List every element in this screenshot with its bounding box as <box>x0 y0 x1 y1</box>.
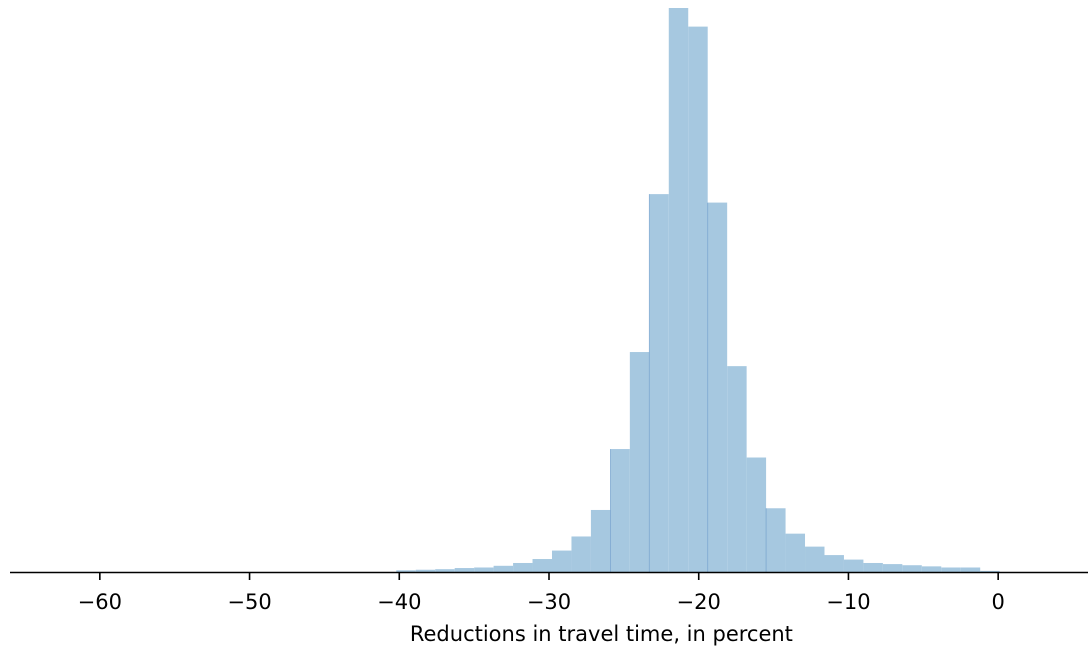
histogram-bar <box>668 8 689 572</box>
histogram-bar <box>590 509 611 572</box>
histogram-bar <box>454 568 475 572</box>
histogram-bar <box>863 562 883 572</box>
histogram-bar <box>396 570 416 572</box>
histogram-bar <box>532 559 552 572</box>
histogram-bar <box>941 567 961 572</box>
histogram-bar <box>571 536 591 572</box>
histogram-bar <box>415 569 436 572</box>
x-tick-label: −10 <box>826 590 870 614</box>
histogram-bar <box>513 562 533 572</box>
x-tick-label: −20 <box>677 590 721 614</box>
histogram-bar <box>843 559 864 572</box>
histogram-bar <box>921 566 942 572</box>
x-tick-label: −40 <box>377 590 421 614</box>
histogram-bar <box>824 555 844 572</box>
histogram-bar <box>902 565 922 572</box>
histogram-bar <box>882 564 903 572</box>
histogram-bar <box>474 567 494 572</box>
histogram-bar <box>727 366 747 572</box>
histogram-bar <box>649 194 669 572</box>
histogram-bar <box>707 202 728 572</box>
histogram-bar <box>688 26 708 573</box>
histogram-bar <box>746 457 767 572</box>
histogram-bar <box>551 550 572 572</box>
x-tick-label: −60 <box>78 590 122 614</box>
x-axis-label: Reductions in travel time, in percent <box>410 622 793 646</box>
histogram-bar <box>435 569 455 572</box>
x-tick-label: 0 <box>991 590 1004 614</box>
histogram-bars <box>396 8 1000 573</box>
x-tick-label: −30 <box>527 590 571 614</box>
histogram-bar <box>805 546 825 572</box>
histogram-bar <box>629 352 650 572</box>
histogram-bar <box>785 533 806 572</box>
x-tick-label: −50 <box>227 590 271 614</box>
histogram-bar <box>493 565 514 572</box>
histogram-bar <box>610 449 630 572</box>
histogram-bar <box>960 567 981 572</box>
histogram-bar <box>766 508 786 572</box>
histogram-bar <box>980 570 1000 572</box>
x-axis-ticks: −60 −50 −40 −30 −20 −10 0 <box>78 572 1005 614</box>
